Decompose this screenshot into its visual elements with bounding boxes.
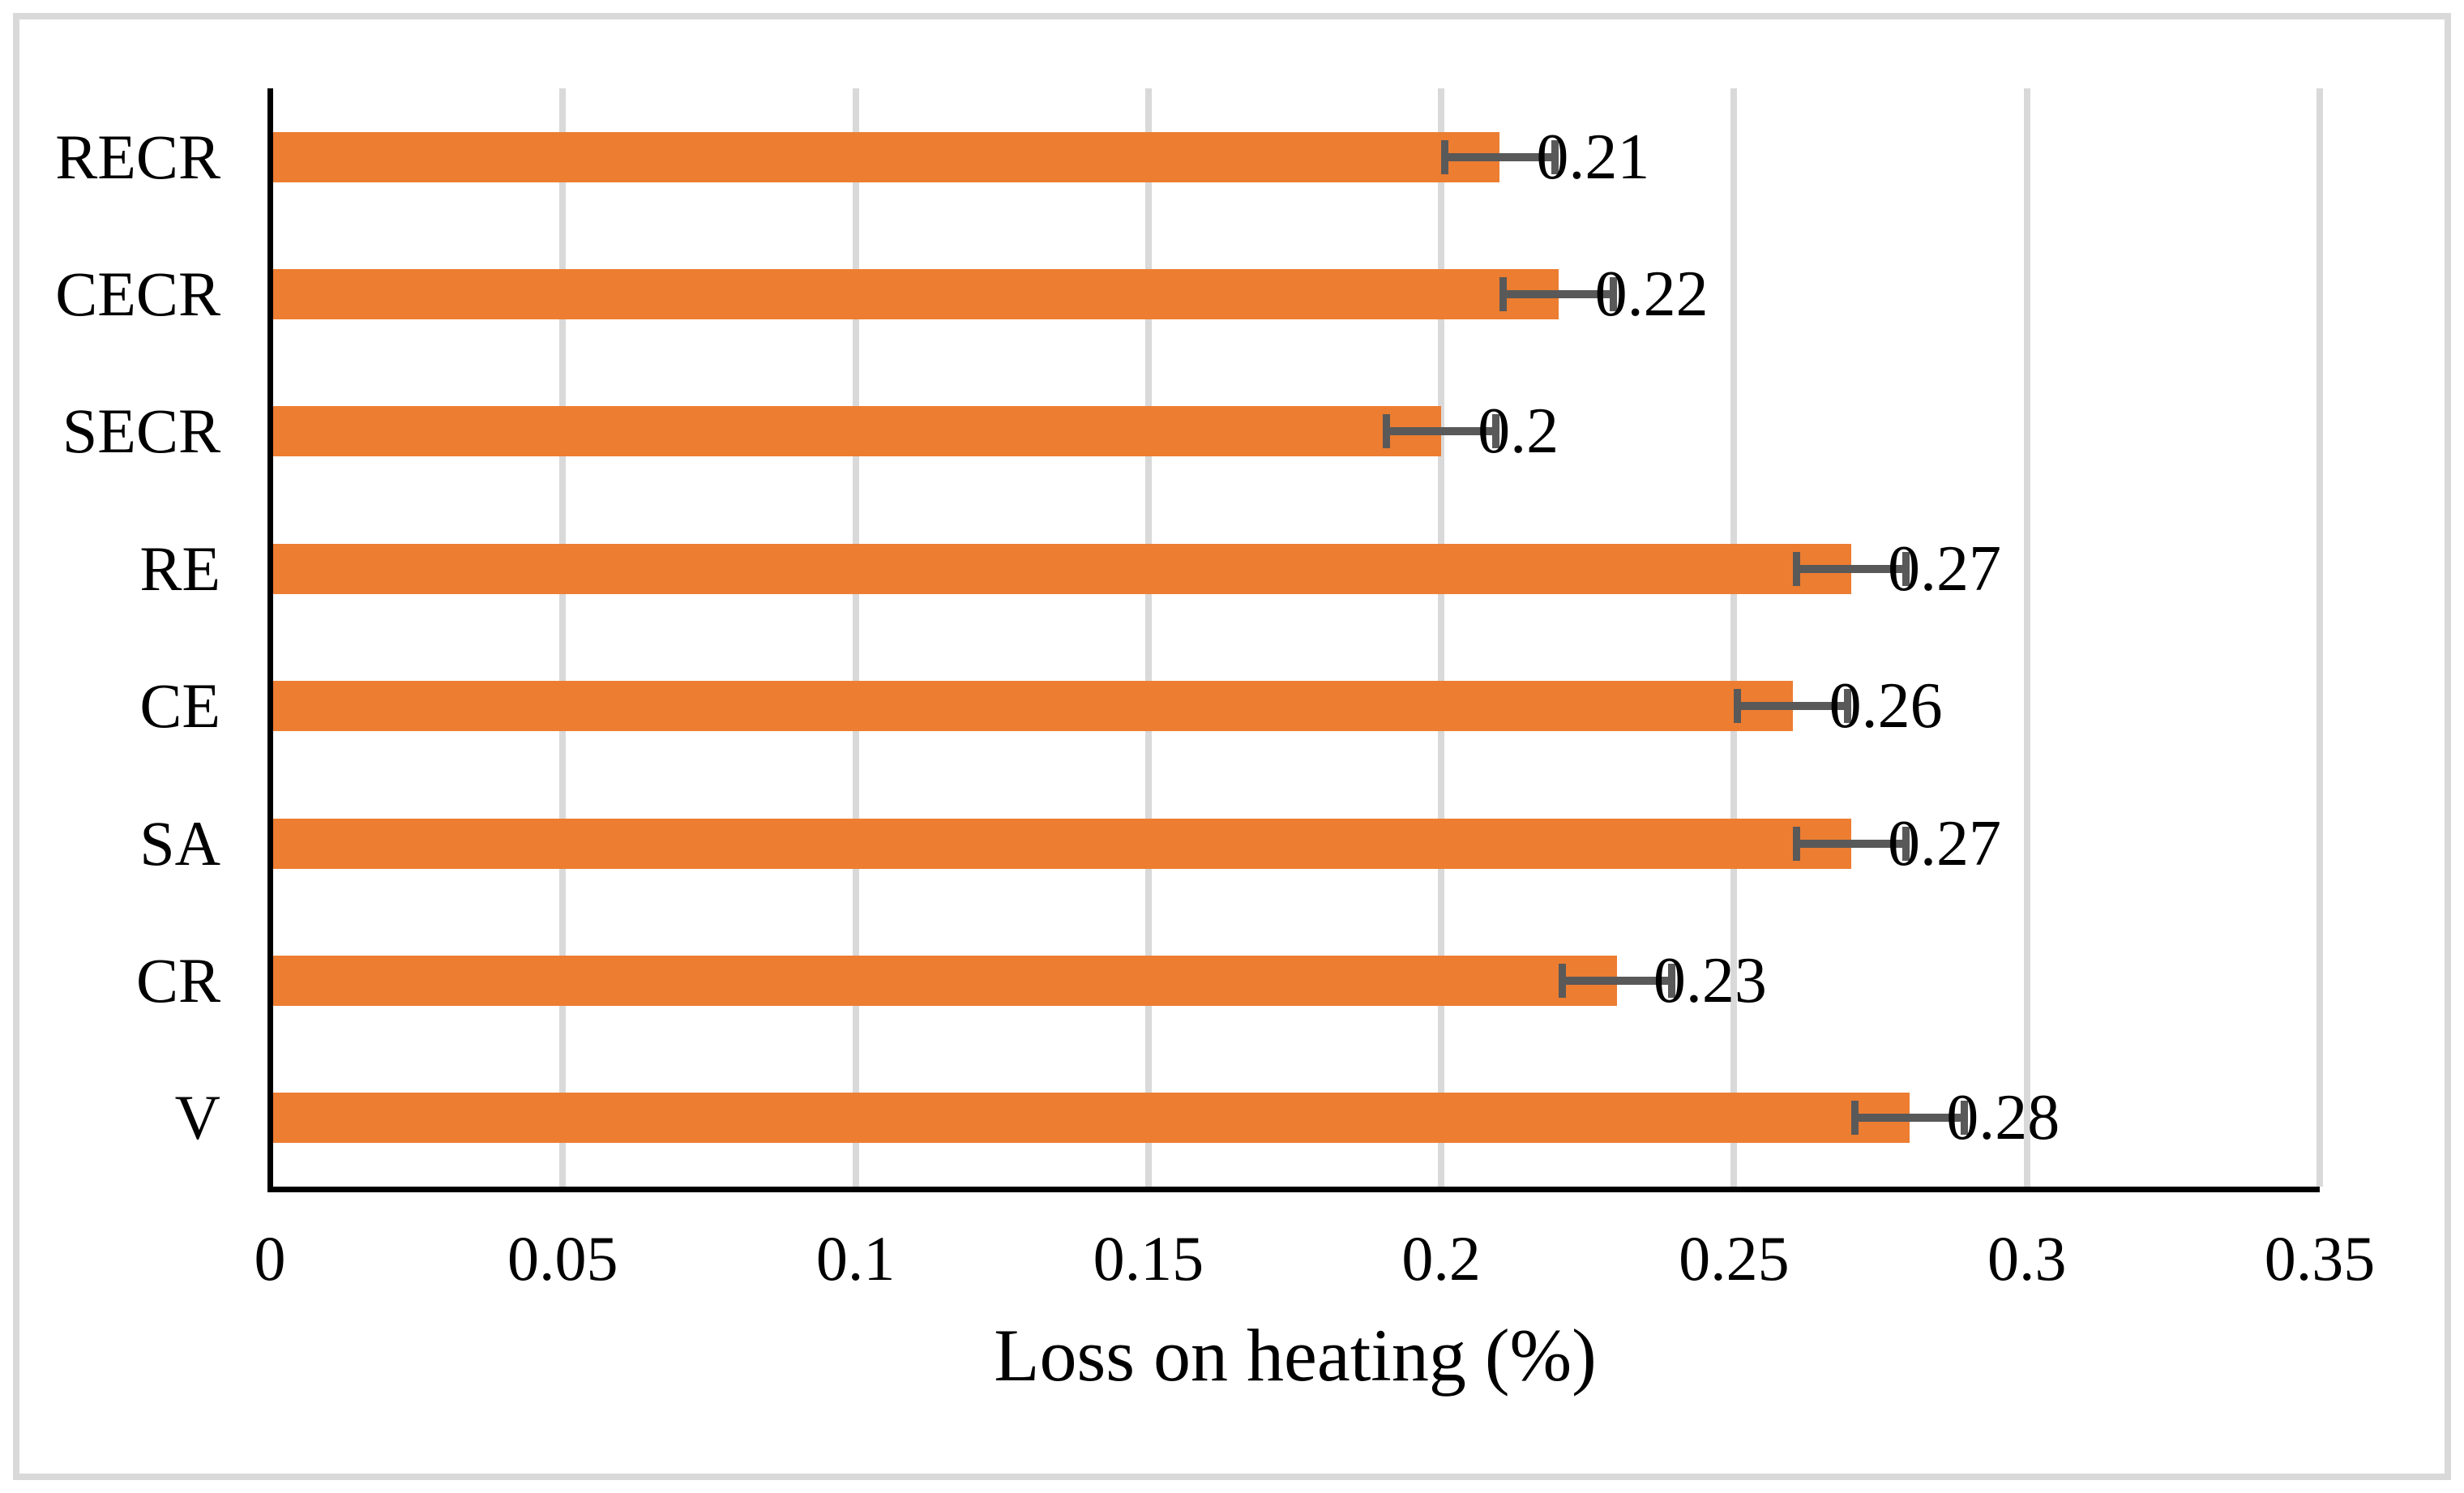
error-cap-left (1792, 826, 1800, 861)
category-label-ce: CE (139, 670, 220, 742)
bar-cecr (273, 269, 1559, 320)
error-bar-cr (1558, 963, 1676, 998)
error-bar-recr (1441, 139, 1559, 174)
bar-secr (273, 406, 1442, 457)
bar-ce (273, 681, 1793, 732)
gridline (1730, 88, 1738, 1187)
error-cap-left (1734, 689, 1742, 724)
gridline (1438, 88, 1445, 1187)
gridline (2023, 88, 2030, 1187)
error-cap-right (1902, 551, 1910, 586)
category-label-sa: SA (139, 807, 220, 879)
category-label-cecr: CECR (55, 259, 220, 330)
error-cap-left (1850, 1101, 1859, 1136)
error-bar-ce (1734, 689, 1851, 724)
category-label-re: RE (139, 533, 220, 604)
error-cap-right (1843, 689, 1851, 724)
x-axis-title: Loss on heating (%) (994, 1314, 1597, 1397)
x-tick-label-0: 0 (254, 1223, 286, 1294)
gridline (2316, 88, 2323, 1187)
data-label-cr: 0.23 (1653, 944, 1767, 1016)
x-tick-label-0.15: 0.15 (1093, 1223, 1204, 1294)
error-cap-right (1492, 414, 1500, 449)
category-label-secr: SECR (62, 396, 220, 467)
x-tick-label-0.05: 0.05 (507, 1223, 618, 1294)
x-tick-label-0.3: 0.3 (1987, 1223, 2067, 1294)
gridline (852, 88, 859, 1187)
error-bar-secr (1382, 414, 1500, 449)
error-bar-v (1850, 1101, 1969, 1136)
data-label-cecr: 0.22 (1594, 259, 1709, 331)
x-tick-label-0.1: 0.1 (815, 1223, 896, 1294)
bar-sa (273, 818, 1851, 869)
bar-cr (273, 955, 1617, 1006)
plot-area (270, 88, 2323, 1187)
bar-v (273, 1093, 1910, 1144)
data-label-re: 0.27 (1887, 533, 2001, 605)
error-cap-right (1609, 277, 1617, 312)
x-tick-label-0.35: 0.35 (2264, 1223, 2376, 1294)
error-cap-left (1441, 139, 1449, 174)
x-tick-label-0.2: 0.2 (1401, 1223, 1481, 1294)
error-cap-right (1961, 1101, 1969, 1136)
category-label-cr: CR (135, 944, 220, 1016)
x-axis-line (267, 1187, 2320, 1192)
data-label-secr: 0.2 (1478, 396, 1559, 468)
error-cap-left (1382, 414, 1390, 449)
data-label-sa: 0.27 (1887, 807, 2001, 879)
bar-recr (273, 131, 1500, 182)
error-bar-re (1792, 551, 1910, 586)
gridline (559, 88, 567, 1187)
category-label-recr: RECR (55, 121, 220, 192)
data-label-v: 0.28 (1946, 1082, 2060, 1154)
data-label-ce: 0.26 (1829, 670, 1943, 742)
error-cap-right (1902, 826, 1910, 861)
error-bar-cecr (1499, 277, 1617, 312)
error-cap-left (1792, 551, 1800, 586)
bar-re (273, 543, 1851, 594)
error-cap-right (1551, 139, 1559, 174)
error-cap-right (1668, 963, 1676, 998)
category-label-v: V (174, 1082, 220, 1153)
x-tick-label-0.25: 0.25 (1679, 1223, 1790, 1294)
error-cap-left (1558, 963, 1566, 998)
data-label-recr: 0.21 (1536, 121, 1650, 193)
error-bar-sa (1792, 826, 1910, 861)
gridline (1144, 88, 1152, 1187)
error-cap-left (1499, 277, 1508, 312)
y-axis-line (267, 88, 273, 1192)
